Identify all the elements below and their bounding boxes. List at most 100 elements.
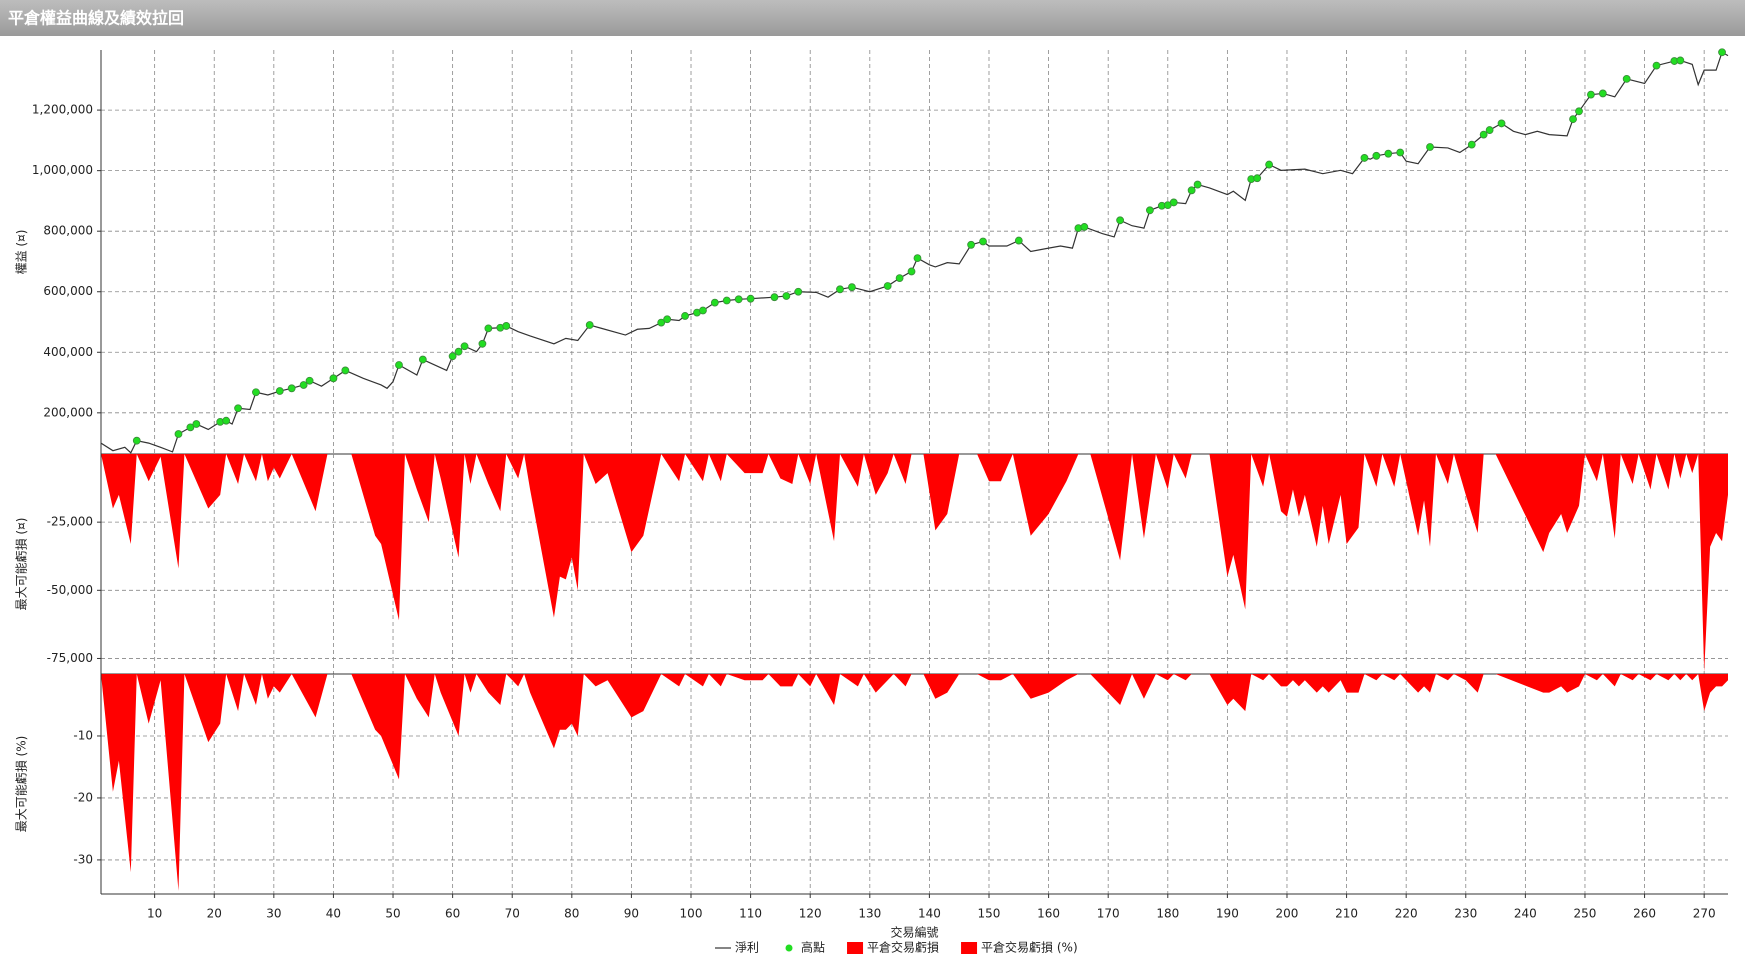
legend-label: 平倉交易虧損 (%) bbox=[981, 940, 1078, 955]
y-tick-label: -10 bbox=[73, 728, 93, 742]
high-point bbox=[484, 324, 493, 333]
high-point bbox=[967, 240, 976, 249]
high-point bbox=[657, 318, 666, 327]
y-axis-label: 最大可能虧損 (%) bbox=[14, 736, 29, 833]
high-point bbox=[1598, 89, 1607, 98]
high-point bbox=[883, 282, 892, 290]
high-point bbox=[1479, 130, 1488, 139]
legend-label: 高點 bbox=[801, 940, 825, 955]
x-tick-label: 230 bbox=[1454, 907, 1477, 921]
high-point bbox=[395, 361, 403, 369]
x-tick-label: 100 bbox=[680, 907, 703, 921]
high-point bbox=[1676, 56, 1685, 65]
high-point bbox=[275, 387, 284, 395]
high-point bbox=[836, 285, 844, 294]
high-point bbox=[722, 296, 731, 305]
high-point bbox=[1146, 206, 1154, 215]
y-tick-label: -50,000 bbox=[47, 583, 93, 597]
high-point bbox=[222, 416, 231, 425]
high-point bbox=[585, 321, 594, 329]
high-point bbox=[1569, 115, 1577, 124]
x-tick-label: 200 bbox=[1276, 907, 1299, 921]
high-point bbox=[1187, 186, 1196, 195]
chart-title: 平倉權益曲線及績效拉回 bbox=[8, 9, 184, 28]
high-point bbox=[132, 436, 141, 445]
high-point bbox=[710, 298, 719, 307]
x-tick-label: 130 bbox=[858, 907, 881, 921]
high-point bbox=[234, 404, 242, 413]
high-point bbox=[329, 374, 338, 383]
equity-line bbox=[100, 51, 1729, 454]
title-bar bbox=[0, 0, 1745, 36]
high-point bbox=[454, 347, 463, 356]
drawdown-area bbox=[101, 454, 1728, 673]
y-tick-label: 1,200,000 bbox=[32, 103, 93, 117]
y-tick-label: 1,000,000 bbox=[32, 163, 93, 177]
high-point bbox=[1265, 160, 1274, 169]
x-tick-label: 80 bbox=[564, 907, 579, 921]
y-tick-label: 200,000 bbox=[43, 405, 93, 419]
y-tick-label: -25,000 bbox=[47, 515, 93, 529]
x-tick-label: 50 bbox=[385, 907, 400, 921]
x-tick-label: 10 bbox=[147, 907, 162, 921]
legend-label: 平倉交易虧損 bbox=[867, 940, 939, 955]
high-point bbox=[734, 295, 743, 304]
high-point bbox=[1426, 143, 1434, 151]
y-tick-label: -20 bbox=[73, 790, 93, 804]
high-point bbox=[895, 274, 904, 283]
y-tick-label: -30 bbox=[73, 852, 93, 866]
x-tick-label: 150 bbox=[978, 907, 1001, 921]
x-tick-label: 140 bbox=[918, 907, 941, 921]
y-axis-label: 權益 (¤) bbox=[15, 230, 29, 275]
x-tick-label: 40 bbox=[326, 907, 341, 921]
x-tick-label: 70 bbox=[505, 907, 520, 921]
x-tick-label: 270 bbox=[1693, 907, 1716, 921]
high-point bbox=[341, 366, 350, 375]
legend-swatch bbox=[961, 942, 978, 954]
high-point bbox=[1014, 236, 1023, 245]
y-tick-label: -75,000 bbox=[47, 651, 93, 665]
high-point bbox=[1622, 75, 1631, 83]
x-axis-label: 交易編號 bbox=[890, 925, 938, 940]
x-tick-label: 60 bbox=[445, 907, 460, 921]
x-tick-label: 30 bbox=[266, 907, 281, 921]
high-point bbox=[1485, 126, 1494, 134]
high-point bbox=[1169, 198, 1178, 207]
high-point bbox=[1718, 48, 1726, 57]
high-point bbox=[913, 254, 922, 263]
high-point bbox=[770, 293, 779, 302]
x-tick-label: 20 bbox=[207, 907, 222, 921]
high-point bbox=[460, 342, 469, 351]
high-point bbox=[1372, 151, 1381, 160]
high-point bbox=[186, 423, 195, 432]
high-point bbox=[1116, 216, 1125, 225]
high-point bbox=[287, 384, 296, 393]
x-tick-label: 120 bbox=[799, 907, 822, 921]
x-tick-label: 190 bbox=[1216, 907, 1239, 921]
high-point bbox=[305, 376, 314, 385]
high-point bbox=[1575, 107, 1583, 116]
high-point bbox=[1497, 119, 1506, 128]
high-point bbox=[848, 283, 856, 292]
high-point bbox=[448, 352, 457, 361]
high-point bbox=[1587, 90, 1595, 99]
x-tick-label: 220 bbox=[1395, 907, 1418, 921]
high-point bbox=[907, 267, 916, 276]
drawdown-area bbox=[101, 674, 1728, 891]
x-tick-label: 170 bbox=[1097, 907, 1120, 921]
high-point bbox=[1080, 223, 1089, 231]
high-point bbox=[979, 237, 987, 246]
high-point bbox=[663, 315, 672, 324]
high-point bbox=[174, 430, 183, 438]
legend-label: 淨利 bbox=[735, 941, 759, 955]
high-point bbox=[1467, 140, 1476, 149]
y-axis-label: 最大可能虧損 (¤) bbox=[14, 518, 29, 611]
legend-swatch bbox=[785, 944, 793, 952]
high-point bbox=[794, 287, 803, 296]
high-point bbox=[1360, 154, 1369, 162]
high-point bbox=[1384, 149, 1393, 158]
x-tick-label: 260 bbox=[1633, 907, 1656, 921]
high-point bbox=[681, 312, 689, 320]
x-tick-label: 210 bbox=[1335, 907, 1358, 921]
